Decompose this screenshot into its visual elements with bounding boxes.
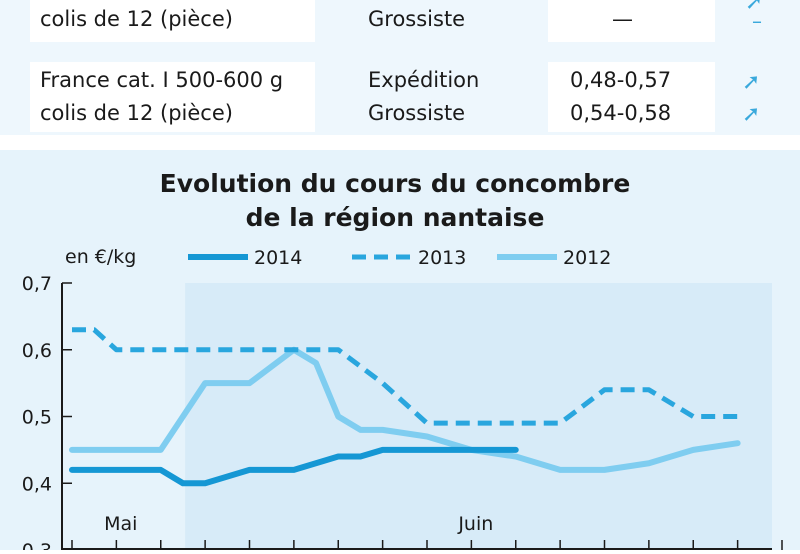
plot-highlight-band (185, 283, 772, 550)
table-row-2-price1: 0,48-0,57 (570, 68, 672, 92)
trend-up-icon: ➚ (742, 102, 761, 127)
table-row-2-product-line2: colis de 12 (pièce) (40, 101, 233, 125)
month-label: Juin (457, 513, 493, 535)
price-table: colis de 12 (pièce) Grossiste — ➚ – Fran… (0, 0, 800, 135)
month-label: Mai (104, 513, 137, 535)
legend-label-2014: 2014 (254, 247, 302, 269)
chart-title: Evolution du cours du concombre (160, 169, 631, 198)
x-month-labels: Mai Juin (104, 513, 493, 535)
table-row-2-product-line1: France cat. I 500-600 g (40, 68, 284, 92)
trend-up-icon: ➚ (742, 70, 761, 95)
y-tick-label: 0,4 (22, 473, 52, 495)
series-line-2012 (69, 346, 741, 473)
table-row-2-price-cell (548, 62, 715, 132)
table-row-1-product-line2: colis de 12 (pièce) (40, 7, 233, 31)
series-line-2013 (72, 327, 738, 426)
chart-legend: 2014 2013 2012 (188, 247, 611, 269)
table-row-1-product-cell (30, 0, 315, 42)
y-axis-label: en €/kg (65, 246, 136, 268)
table-row-1-price-cell (548, 0, 715, 42)
series-line-2014 (69, 446, 519, 487)
chart-series (69, 327, 741, 487)
y-tick-label: 0,3 (22, 540, 52, 550)
y-tick-label: 0,7 (22, 273, 52, 295)
table-row-2-stage2: Grossiste (368, 101, 466, 125)
y-tick-label: 0,6 (22, 340, 52, 362)
table-row-1-stage2: Grossiste (368, 7, 466, 31)
table-row-1-price2: — (612, 7, 633, 31)
y-tick-label: 0,5 (22, 407, 52, 429)
trend-stable-icon: – (752, 9, 762, 33)
table-row-2-product-cell (30, 62, 315, 132)
table-row-2-stage1: Expédition (368, 68, 480, 92)
chart-panel: Evolution du cours du concombre de la ré… (0, 150, 800, 554)
legend-label-2013: 2013 (418, 247, 466, 269)
trend-up-icon: ➚ (745, 0, 764, 15)
chart-subtitle: de la région nantaise (246, 203, 545, 232)
legend-label-2012: 2012 (563, 247, 611, 269)
price-evolution-chart: Evolution du cours du concombre de la ré… (22, 169, 783, 554)
table-row-2-price2: 0,54-0,58 (570, 101, 672, 125)
